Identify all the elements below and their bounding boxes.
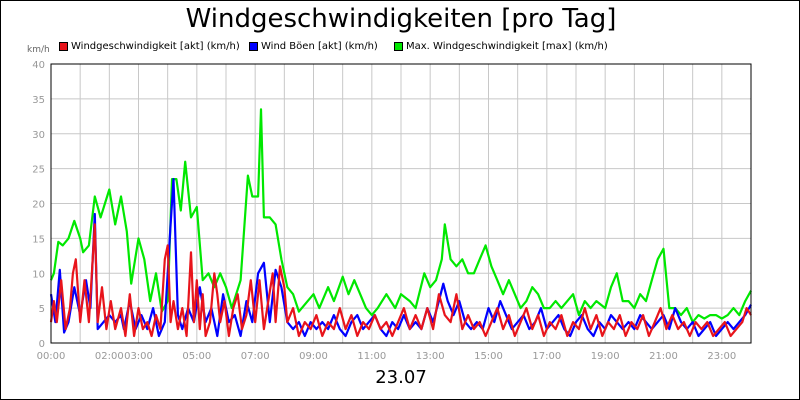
x-tick-label: 23:00 [707, 351, 736, 362]
date-label: 23.07 [375, 367, 427, 388]
legend-swatch-red [59, 41, 68, 51]
legend-label: Wind Böen [akt] (km/h) [261, 40, 378, 52]
y-tick-label: 40 [32, 60, 45, 71]
x-tick-label: 21:00 [649, 351, 678, 362]
y-tick-label: 5 [39, 304, 45, 315]
y-tick-label: 10 [32, 269, 45, 280]
legend-item-wind-boeen: Wind Böen [akt] (km/h) [249, 39, 394, 53]
legend-item-max-windgeschwindigkeit: Max. Windgeschwindigkeit [max] (km/h) [394, 39, 608, 53]
x-tick-label: 17:00 [532, 351, 561, 362]
x-tick-label: 15:00 [474, 351, 503, 362]
y-tick-label: 0 [39, 339, 45, 350]
y-tick-label: 25 [32, 165, 45, 176]
y-tick-label: 15 [32, 234, 45, 245]
legend-swatch-blue [249, 41, 258, 51]
chart-title: Windgeschwindigkeiten [pro Tag] [185, 4, 617, 34]
x-tick-label: 03:00 [124, 351, 153, 362]
y-tick-label: 20 [32, 200, 45, 211]
x-tick-label: 05:00 [182, 351, 211, 362]
y-tick-label: 30 [32, 130, 45, 141]
y-tick-label: 35 [32, 95, 45, 106]
x-tick-label: 11:00 [357, 351, 386, 362]
x-tick-label: 00:00 [37, 351, 66, 362]
plot-border [50, 63, 752, 344]
legend-label: Windgeschwindigkeit [akt] (km/h) [71, 40, 240, 52]
legend-swatch-green [394, 41, 403, 51]
legend-item-windgeschwindigkeit: Windgeschwindigkeit [akt] (km/h) [59, 39, 249, 53]
x-tick-label: 09:00 [299, 351, 328, 362]
x-tick-label: 02:00 [95, 351, 124, 362]
x-tick-label: 13:00 [416, 351, 445, 362]
x-tick-label: 07:00 [241, 351, 270, 362]
legend-label: Max. Windgeschwindigkeit [max] (km/h) [406, 40, 608, 52]
x-tick-label: 19:00 [591, 351, 620, 362]
series-line [49, 223, 752, 338]
legend: Windgeschwindigkeit [akt] (km/h) Wind Bö… [59, 39, 608, 53]
y-axis-unit-label: km/h [27, 45, 50, 55]
